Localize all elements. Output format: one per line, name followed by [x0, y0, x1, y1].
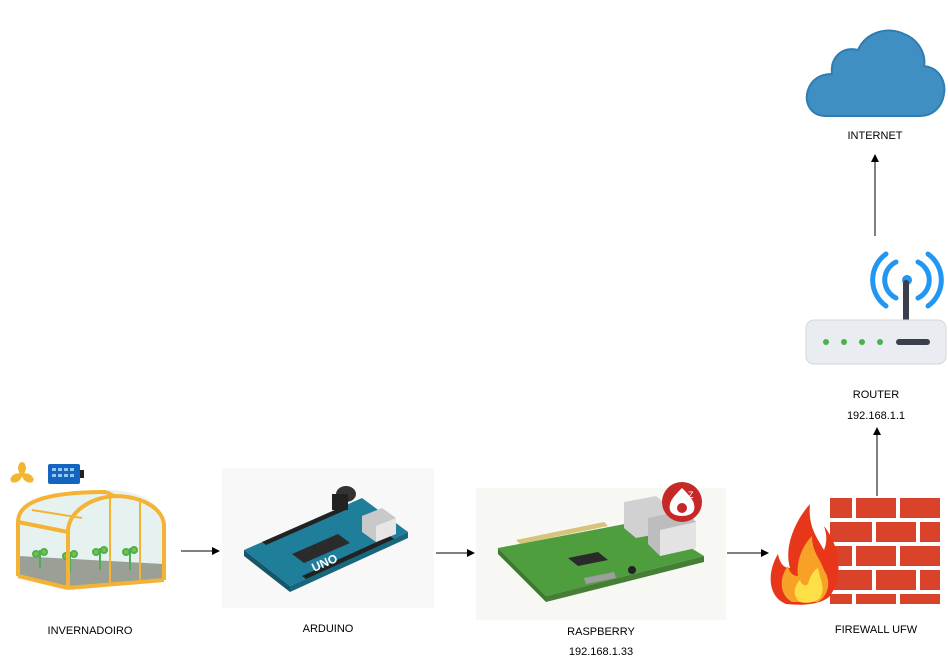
arduino-board-icon: UNO: [222, 468, 434, 608]
sensor-icon: [48, 464, 84, 484]
firewall-label: FIREWALL UFW: [834, 624, 918, 636]
cloud-icon: [805, 29, 946, 117]
internet-label: INTERNET: [847, 130, 903, 142]
arduino-label: ARDUINO: [302, 623, 354, 635]
raspberry-label: RASPBERRY: [567, 626, 635, 638]
router-icon: [805, 251, 947, 365]
svg-text:Z: Z: [688, 490, 694, 500]
drupal-icon: Z: [662, 482, 702, 522]
greenhouse-icon: [10, 462, 166, 590]
router-label: ROUTER: [852, 389, 900, 401]
fan-icon: [10, 462, 34, 483]
raspberry-pi-board-icon: Z: [476, 482, 726, 620]
raspberry-ip: 192.168.1.33: [568, 646, 634, 658]
greenhouse-label: INVERNADOIRO: [47, 625, 133, 637]
firewall-icon: [770, 496, 944, 605]
router-ip: 192.168.1.1: [846, 410, 906, 422]
